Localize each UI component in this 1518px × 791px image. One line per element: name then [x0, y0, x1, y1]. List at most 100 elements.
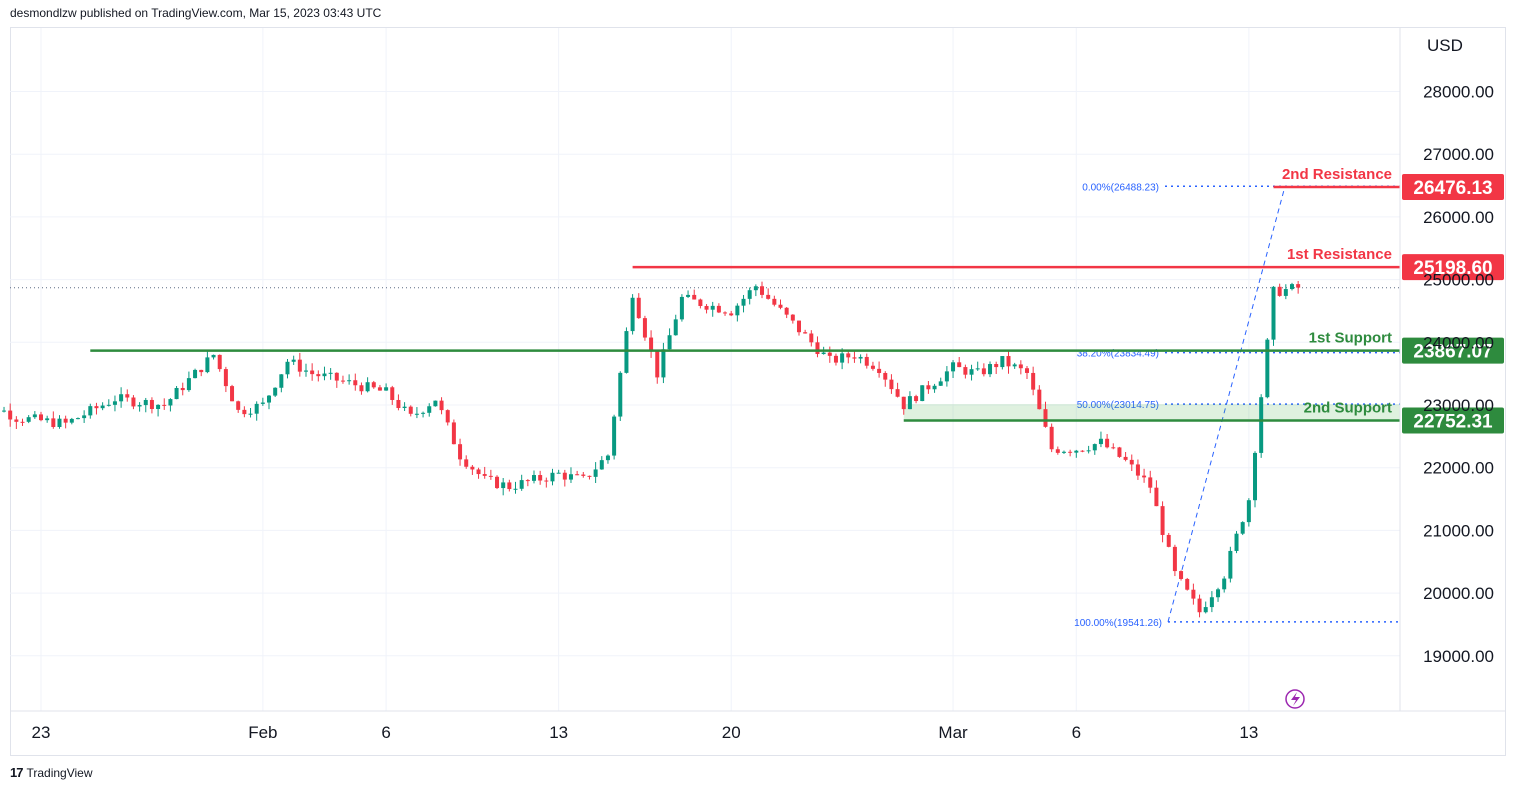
candle-body [1154, 487, 1159, 507]
candle-body [667, 335, 672, 350]
lightning-icon [1285, 689, 1305, 709]
candle-body [347, 380, 352, 382]
candle-body [846, 353, 851, 358]
candle-body [1216, 589, 1221, 598]
candle-body [852, 357, 857, 359]
candle-body [1037, 389, 1042, 410]
candle-body [920, 385, 925, 402]
candle-body [1234, 533, 1239, 551]
candle-body [377, 387, 382, 391]
candle-body [778, 304, 783, 308]
candle-body [673, 319, 678, 336]
candle-body [1098, 438, 1103, 445]
candle-body [82, 415, 87, 419]
sr-price-label: 25198.60 [1413, 258, 1492, 279]
footer-brand[interactable]: 17 TradingView [10, 765, 93, 780]
candle-body [519, 480, 524, 489]
candle-body [833, 355, 838, 363]
chart-grid [10, 28, 1400, 711]
candle-body [883, 372, 888, 380]
candle-body [433, 400, 438, 407]
candle-body [193, 369, 198, 379]
candle-body [1209, 597, 1214, 608]
candle-body [692, 294, 697, 300]
candle-body [476, 469, 481, 475]
x-tick-label: 23 [32, 723, 51, 742]
candle-body [156, 404, 161, 409]
sr-price-tag [1402, 254, 1504, 281]
candle-body [1006, 356, 1011, 367]
candle-body [223, 369, 228, 387]
support-zone [10, 287, 1400, 421]
currency-label: USD [1427, 36, 1463, 55]
candle-body [926, 385, 931, 390]
candle-body [162, 404, 167, 406]
candle-body [655, 351, 660, 378]
candle-body [1086, 450, 1091, 452]
candle-body [1129, 459, 1134, 465]
candle-body [538, 475, 543, 481]
candle-body [1240, 522, 1245, 534]
candle-body [1228, 550, 1233, 579]
candle-body [630, 297, 635, 332]
candle-body [310, 370, 315, 375]
candle-body [1259, 397, 1264, 453]
candle-body [427, 406, 432, 413]
candle-body [1080, 450, 1085, 452]
candle-body [636, 297, 641, 319]
sr-price-label: 22752.31 [1413, 412, 1493, 433]
candle-body [1253, 452, 1258, 501]
candle-body [723, 312, 728, 314]
candle-body [1105, 438, 1110, 448]
candle-body [328, 372, 333, 374]
candle-body [45, 418, 50, 421]
candle-body [125, 394, 130, 398]
candle-body [94, 406, 99, 409]
y-tick-label: 24000.00 [1423, 333, 1494, 352]
candle-body [26, 417, 31, 422]
candle-body [994, 364, 999, 368]
candle-body [556, 472, 561, 474]
fib-level-label: 100.00%(19541.26) [1074, 618, 1162, 629]
candle-body [470, 466, 475, 470]
candle-body [840, 353, 845, 363]
x-tick-label: Mar [938, 723, 968, 742]
candle-body [1000, 356, 1005, 368]
candle-body [747, 290, 752, 299]
candle-body [143, 399, 148, 406]
candle-body [550, 472, 555, 482]
candle-body [513, 488, 518, 490]
sr-price-label: 23867.07 [1413, 342, 1492, 363]
x-tick-label: 20 [722, 723, 741, 742]
candle-body [390, 387, 395, 400]
candle-body [1197, 598, 1202, 613]
candle-body [230, 386, 235, 402]
publisher-attribution: desmondlzw published on TradingView.com,… [10, 6, 382, 20]
candle-body [1055, 449, 1060, 453]
time-axis: 23 Feb 6 13 20 Mar 6 13 [10, 710, 1506, 742]
candle-body [365, 382, 370, 392]
sr-level-name: 2nd Support [1304, 400, 1392, 417]
candle-body [451, 422, 456, 445]
sr-price-label: 26476.13 [1413, 178, 1492, 199]
candle-body [605, 455, 610, 461]
candle-body [796, 320, 801, 333]
y-tick-label: 21000.00 [1423, 521, 1494, 540]
candle-body [599, 460, 604, 470]
candle-body [562, 472, 567, 480]
candle-body [353, 380, 358, 386]
y-tick-label: 25000.00 [1423, 271, 1494, 290]
candle-body [975, 368, 980, 370]
candle-body [753, 286, 758, 291]
candle-body [679, 296, 684, 320]
candle-body [1135, 464, 1140, 476]
candle-body [88, 406, 93, 416]
candle-body [951, 362, 956, 372]
price-axis: USD 28000.00 27000.00 26000.00 25000.00 24000… [1399, 28, 1494, 711]
candle-body [895, 389, 900, 397]
candle-body [618, 372, 623, 417]
candle-body [396, 399, 401, 409]
candle-body [340, 380, 345, 382]
candle-body [168, 399, 173, 406]
